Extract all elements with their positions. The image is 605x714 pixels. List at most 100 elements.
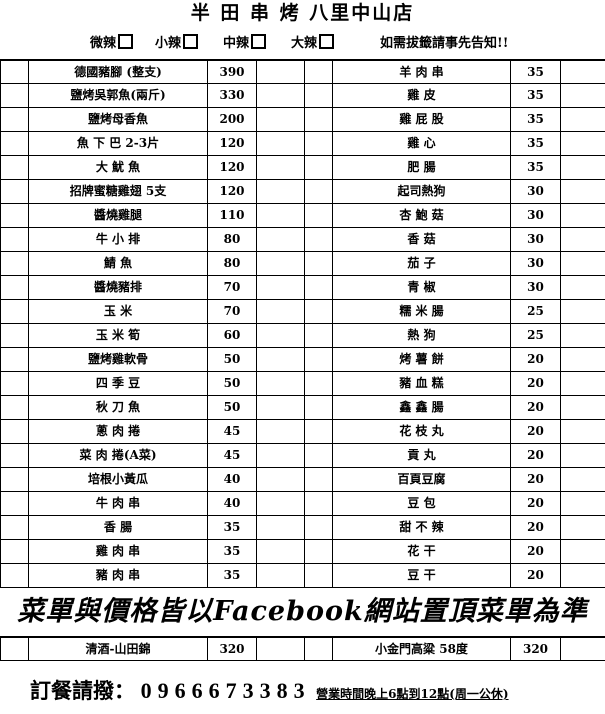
item-name: 培根小黃瓜 (28, 467, 208, 492)
blank-cell (256, 227, 305, 252)
blank-cell (560, 371, 605, 396)
item-price: 40 (207, 491, 257, 516)
item-price: 120 (207, 155, 257, 180)
item-name: 百頁豆腐 (332, 467, 511, 492)
item-price: 45 (207, 419, 257, 444)
item-name: 豆 干 (332, 563, 511, 588)
blank-cell (560, 107, 605, 132)
blank-cell (304, 227, 333, 252)
blank-cell (0, 419, 29, 444)
item-price: 70 (207, 275, 257, 300)
blank-cell (256, 107, 305, 132)
item-price: 40 (207, 467, 257, 492)
blank-cell (560, 515, 605, 540)
blank-cell (256, 563, 305, 588)
title: 半 田 串 烤 八里中山店 (190, 2, 415, 24)
item-price: 20 (510, 467, 561, 492)
blank-cell (256, 299, 305, 324)
footer: 訂餐請撥： 0966673383 營業時間晚上6點到12點(周一公休) (30, 676, 509, 709)
blank-cell (0, 59, 29, 84)
blank-cell (0, 443, 29, 468)
checkbox (251, 34, 267, 49)
spice-label: 中辣 (223, 36, 250, 51)
item-name: 鑫 鑫 腸 (332, 395, 511, 420)
item-name: 熱 狗 (332, 323, 511, 348)
item-price: 20 (510, 395, 561, 420)
blank-cell (304, 467, 333, 492)
item-price: 50 (207, 371, 257, 396)
blank-cell (256, 59, 305, 84)
item-price: 35 (207, 563, 257, 588)
item-name: 肥 腸 (332, 155, 511, 180)
item-name: 招牌蜜糖雞翅 5支 (28, 179, 208, 204)
spice-option: 微辣 (90, 34, 134, 54)
item-price: 50 (207, 347, 257, 372)
blank-cell (304, 155, 333, 180)
blank-cell (256, 179, 305, 204)
blank-cell (0, 515, 29, 540)
item-price: 30 (510, 275, 561, 300)
blank-cell (304, 443, 333, 468)
blank-cell (304, 515, 333, 540)
item-price: 70 (207, 299, 257, 324)
item-name: 玉 米 筍 (28, 323, 208, 348)
spice-option: 小辣 (155, 34, 199, 54)
blank-cell (560, 131, 605, 156)
checkbox (118, 34, 134, 49)
blank-cell (0, 227, 29, 252)
blank-cell (304, 636, 333, 661)
item-name: 鹽烤母香魚 (28, 107, 208, 132)
item-price: 60 (207, 323, 257, 348)
item-name: 花 干 (332, 539, 511, 564)
blank-cell (304, 275, 333, 300)
item-price: 120 (207, 179, 257, 204)
blank-cell (304, 203, 333, 228)
blank-cell (304, 347, 333, 372)
blank-cell (0, 539, 29, 564)
item-name: 杏 鮑 菇 (332, 203, 511, 228)
spice-option: 大辣 (291, 34, 335, 54)
blank-cell (0, 395, 29, 420)
item-name: 貢 丸 (332, 443, 511, 468)
item-name: 醬燒豬排 (28, 275, 208, 300)
item-name: 四 季 豆 (28, 371, 208, 396)
checkbox (183, 34, 199, 49)
item-name: 鹽烤吳郭魚(兩斤) (28, 83, 208, 108)
item-price: 20 (510, 347, 561, 372)
blank-cell (0, 155, 29, 180)
banner: 菜單與價格皆以Facebook網站置頂菜單為準 (17, 596, 588, 627)
blank-cell (304, 299, 333, 324)
blank-cell (560, 227, 605, 252)
item-name: 起司熱狗 (332, 179, 511, 204)
blank-cell (256, 275, 305, 300)
item-name: 蔥 肉 捲 (28, 419, 208, 444)
item-price: 20 (510, 491, 561, 516)
spice-option: 中辣 (223, 34, 267, 54)
item-name: 青 椒 (332, 275, 511, 300)
spice-label: 微辣 (90, 36, 117, 51)
item-price: 20 (510, 371, 561, 396)
blank-cell (304, 395, 333, 420)
item-name: 牛 小 排 (28, 227, 208, 252)
item-name: 鹽烤雞軟骨 (28, 347, 208, 372)
item-price: 390 (207, 59, 257, 84)
blank-cell (256, 395, 305, 420)
phone-number: 0966673383 (140, 678, 311, 703)
blank-cell (304, 179, 333, 204)
phone-label: 訂餐請撥： (30, 678, 135, 703)
item-price: 30 (510, 251, 561, 276)
item-name: 雞 心 (332, 131, 511, 156)
item-price: 50 (207, 395, 257, 420)
business-hours: 營業時間晚上6點到12點(周一公休) (316, 687, 509, 701)
item-price: 20 (510, 419, 561, 444)
checkbox (319, 34, 335, 49)
blank-cell (304, 419, 333, 444)
item-name: 大 魷 魚 (28, 155, 208, 180)
item-name: 香 菇 (332, 227, 511, 252)
item-price: 30 (510, 179, 561, 204)
item-price: 30 (510, 227, 561, 252)
item-price: 35 (207, 539, 257, 564)
blank-cell (0, 491, 29, 516)
blank-cell (0, 467, 29, 492)
